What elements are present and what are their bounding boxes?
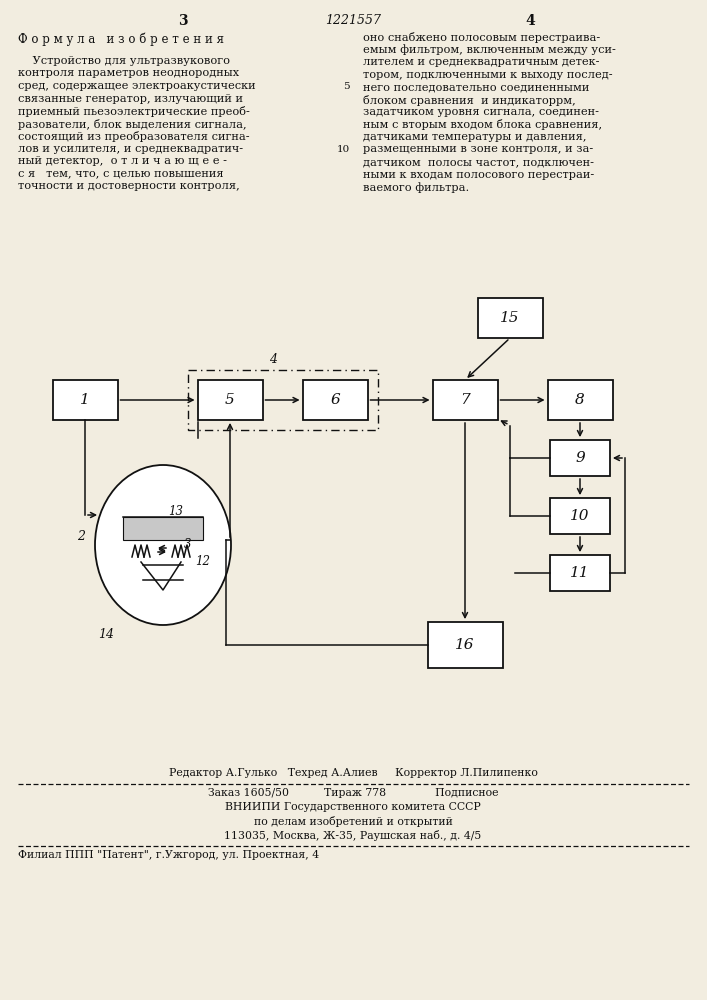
Text: 10: 10: [571, 509, 590, 523]
Text: 6: 6: [330, 393, 340, 407]
Text: датчиками температуры и давления,: датчиками температуры и давления,: [363, 132, 587, 142]
Text: 4: 4: [269, 353, 277, 366]
Bar: [428, 622, 503, 668]
Text: 3: 3: [178, 14, 188, 28]
Bar: [52, 380, 117, 420]
Text: Филиал ППП "Патент", г.Ужгород, ул. Проектная, 4: Филиал ППП "Патент", г.Ужгород, ул. Прое…: [18, 850, 319, 860]
Text: 13: 13: [168, 505, 183, 518]
Text: связанные генератор, излучающий и: связанные генератор, излучающий и: [18, 94, 243, 104]
Text: 1: 1: [80, 393, 90, 407]
Text: 8: 8: [575, 393, 585, 407]
Text: контроля параметров неоднородных: контроля параметров неоднородных: [18, 68, 239, 79]
Text: тором, подключенными к выходу послед-: тором, подключенными к выходу послед-: [363, 70, 613, 80]
Bar: [303, 380, 368, 420]
Text: блоком сравнения  и индикаторрм,: блоком сравнения и индикаторрм,: [363, 95, 575, 105]
Text: 16: 16: [455, 638, 474, 652]
Text: состоящий из преобразователя сигна-: состоящий из преобразователя сигна-: [18, 131, 250, 142]
Bar: [550, 498, 610, 534]
Text: ным с вторым входом блока сравнения,: ным с вторым входом блока сравнения,: [363, 119, 602, 130]
Bar: [547, 380, 612, 420]
Text: 9: 9: [575, 451, 585, 465]
Text: Заказ 1605/50          Тираж 778              Подписное: Заказ 1605/50 Тираж 778 Подписное: [208, 788, 498, 798]
Text: 4: 4: [525, 14, 535, 28]
Text: 5: 5: [344, 82, 350, 91]
Text: 1221557: 1221557: [325, 14, 381, 27]
Bar: [187, 370, 378, 430]
Text: 7: 7: [460, 393, 470, 407]
Bar: [433, 380, 498, 420]
Text: Редактор А.Гулько   Техред А.Алиев     Корректор Л.Пилипенко: Редактор А.Гулько Техред А.Алиев Коррект…: [168, 768, 537, 778]
Text: ный детектор,  о т л и ч а ю щ е е -: ный детектор, о т л и ч а ю щ е е -: [18, 156, 227, 166]
Text: по делам изобретений и открытий: по делам изобретений и открытий: [254, 816, 452, 827]
Text: 3: 3: [184, 538, 192, 551]
Bar: [550, 555, 610, 591]
Bar: [123, 517, 203, 540]
Text: 10: 10: [337, 144, 350, 153]
Bar: [550, 440, 610, 476]
Text: 15: 15: [501, 311, 520, 325]
Text: сред, содержащее электроакустически: сред, содержащее электроакустически: [18, 81, 256, 91]
Text: лителем и среднеквадратичным детек-: лителем и среднеквадратичным детек-: [363, 57, 600, 67]
Text: лов и усилителя, и среднеквадратич-: лов и усилителя, и среднеквадратич-: [18, 143, 243, 153]
Text: Ф о р м у л а   и з о б р е т е н и я: Ф о р м у л а и з о б р е т е н и я: [18, 32, 224, 45]
Text: 2: 2: [77, 530, 85, 543]
Text: 12: 12: [195, 555, 210, 568]
Text: 11: 11: [571, 566, 590, 580]
Text: емым фильтром, включенным между уси-: емым фильтром, включенным между уси-: [363, 44, 616, 55]
Text: оно снабжено полосовым перестраива-: оно снабжено полосовым перестраива-: [363, 32, 600, 43]
Text: разователи, блок выделения сигнала,: разователи, блок выделения сигнала,: [18, 118, 247, 129]
Text: точности и достоверности контроля,: точности и достоверности контроля,: [18, 181, 240, 191]
Text: размещенными в зоне контроля, и за-: размещенными в зоне контроля, и за-: [363, 144, 593, 154]
Text: с я   тем, что, с целью повышения: с я тем, что, с целью повышения: [18, 168, 223, 178]
Text: Устройство для ультразвукового: Устройство для ультразвукового: [18, 56, 230, 66]
Text: 5: 5: [225, 393, 235, 407]
Text: него последовательно соединенными: него последовательно соединенными: [363, 82, 590, 92]
Text: 113035, Москва, Ж-35, Раушская наб., д. 4/5: 113035, Москва, Ж-35, Раушская наб., д. …: [224, 830, 481, 841]
Ellipse shape: [95, 465, 231, 625]
Text: приемный пьезоэлектрические преоб-: приемный пьезоэлектрические преоб-: [18, 106, 250, 117]
Text: ваемого фильтра.: ваемого фильтра.: [363, 182, 469, 193]
Text: 14: 14: [98, 628, 114, 641]
Text: ВНИИПИ Государственного комитета СССР: ВНИИПИ Государственного комитета СССР: [225, 802, 481, 812]
Text: задатчиком уровня сигнала, соединен-: задатчиком уровня сигнала, соединен-: [363, 107, 599, 117]
Text: ными к входам полосового перестраи-: ными к входам полосового перестраи-: [363, 169, 595, 180]
Bar: [197, 380, 262, 420]
Text: датчиком  полосы частот, подключен-: датчиком полосы частот, подключен-: [363, 157, 594, 167]
Bar: [477, 298, 542, 338]
